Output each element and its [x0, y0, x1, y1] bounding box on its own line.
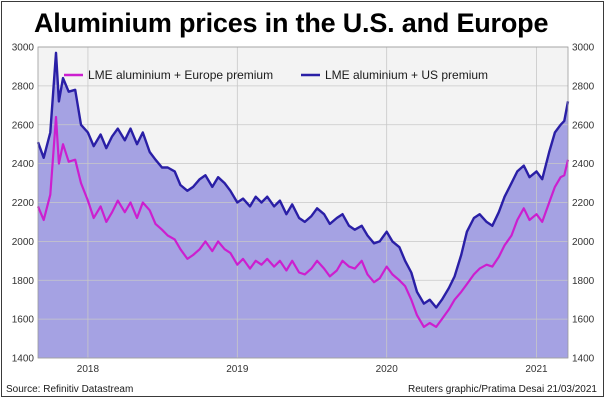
y-tick-label-right: 2000	[572, 237, 595, 248]
y-tick-label-left: 1400	[12, 354, 35, 365]
y-tick-label-left: 3000	[12, 43, 35, 54]
y-tick-label-right: 1800	[572, 276, 595, 287]
y-tick-label-left: 2000	[12, 237, 35, 248]
x-tick-label: 2019	[226, 364, 249, 375]
y-tick-label-left: 2400	[12, 159, 35, 170]
us-premium-line	[36, 51, 570, 309]
y-tick-label-left: 2200	[12, 198, 35, 209]
y-tick-label-right: 2600	[572, 120, 595, 131]
legend-label-europe: LME aluminium + Europe premium	[88, 68, 273, 82]
source-note: Source: Refinitiv Datastream	[6, 384, 134, 395]
y-tick-label-right: 2200	[572, 198, 595, 209]
y-tick-label-right: 1400	[572, 354, 595, 365]
credit-note: Reuters graphic/Pratima Desai 21/03/2021	[408, 384, 597, 395]
europe-premium-line	[36, 115, 570, 328]
y-tick-label-right: 3000	[572, 43, 595, 54]
y-tick-label-left: 1600	[12, 315, 35, 326]
y-tick-label-right: 2800	[572, 81, 595, 92]
y-tick-label-right: 2400	[572, 159, 595, 170]
y-tick-label-left: 2600	[12, 120, 35, 131]
x-tick-label: 2018	[77, 364, 100, 375]
y-tick-label-right: 1600	[572, 315, 595, 326]
legend-label-us: LME aluminium + US premium	[325, 68, 488, 82]
x-tick-label: 2020	[376, 364, 399, 375]
chart-title: Aluminium prices in the U.S. and Europe	[34, 8, 549, 38]
y-tick-label-left: 2800	[12, 81, 35, 92]
us-premium-area	[38, 52, 568, 359]
y-tick-label-left: 1800	[12, 276, 35, 287]
x-tick-label: 2021	[525, 364, 548, 375]
plot-border	[37, 46, 569, 359]
